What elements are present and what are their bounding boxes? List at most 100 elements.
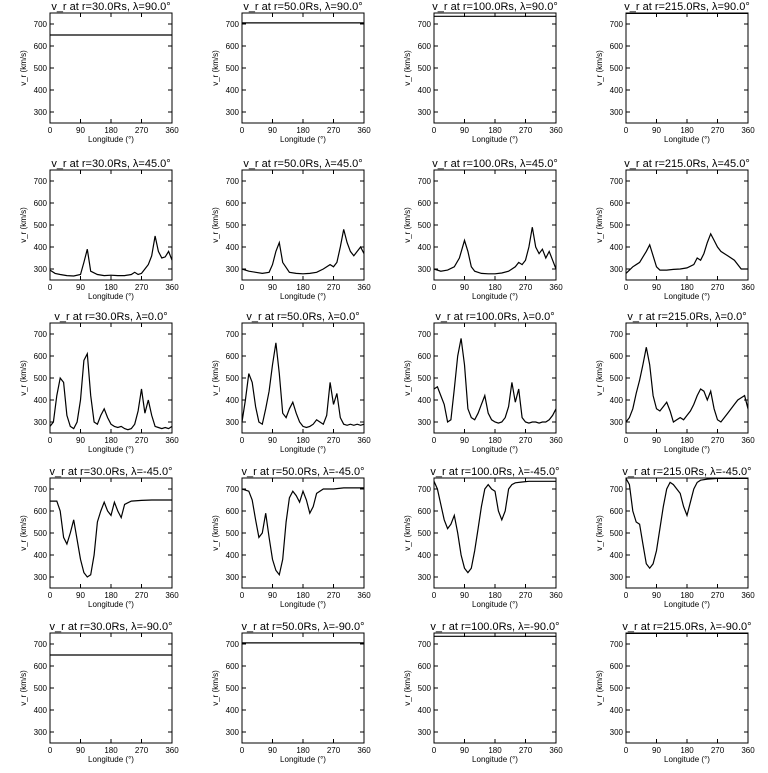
x-tick-label: 270	[711, 126, 725, 135]
y-axis-label: v_r (km/s)	[403, 360, 412, 396]
x-tick-label: 270	[711, 746, 725, 755]
x-axis-label: Longitude (°)	[88, 292, 134, 301]
x-tick-label: 360	[741, 436, 755, 445]
y-tick-label: 400	[610, 86, 624, 95]
y-tick-label: 500	[610, 64, 624, 73]
x-tick-label: 0	[48, 746, 53, 755]
y-tick-label: 300	[34, 108, 48, 117]
panel-title: v_r at r=30.0Rs, λ=-90.0°	[49, 621, 172, 633]
y-tick-label: 500	[610, 374, 624, 383]
panel-13: v_r at r=30.0Rs, λ=-45.0° 0 90 180 270 360 300…	[19, 466, 179, 609]
panel-title: v_r at r=30.0Rs, λ=0.0°	[54, 311, 167, 323]
plot-frame	[241, 477, 365, 589]
plot-frame	[433, 12, 557, 124]
x-tick-label: 360	[357, 283, 371, 292]
x-axis-label: Longitude (°)	[280, 600, 326, 609]
x-tick-label: 270	[327, 746, 341, 755]
series-line	[625, 477, 748, 570]
x-tick-label: 90	[268, 126, 277, 135]
x-tick-label: 90	[460, 591, 469, 600]
x-tick-label: 90	[652, 283, 661, 292]
x-axis-label: Longitude (°)	[472, 755, 518, 764]
x-tick-label: 270	[135, 126, 149, 135]
x-tick-label: 0	[624, 283, 629, 292]
y-tick-label: 300	[226, 265, 240, 274]
x-tick-label: 0	[240, 126, 245, 135]
panel-title: v_r at r=50.0Rs, λ=90.0°	[243, 1, 362, 13]
y-tick-label: 500	[226, 684, 240, 693]
panel-7: v_r at r=100.0Rs, λ=45.0° 0 90 180 270 360 300…	[403, 158, 563, 301]
y-tick-label: 500	[226, 64, 240, 73]
x-tick-label: 0	[432, 436, 437, 445]
y-tick-label: 700	[34, 485, 48, 494]
y-tick-label: 300	[34, 573, 48, 582]
x-tick-label: 270	[519, 283, 533, 292]
panel-11: v_r at r=100.0Rs, λ=0.0° 0 90 180 270 360 300 4…	[403, 311, 563, 454]
plot-frame	[625, 632, 749, 744]
y-tick-label: 300	[418, 573, 432, 582]
y-tick-label: 300	[34, 728, 48, 737]
y-tick-label: 600	[610, 42, 624, 51]
y-tick-label: 400	[34, 706, 48, 715]
x-tick-label: 0	[432, 746, 437, 755]
plot-frame	[49, 477, 173, 589]
y-axis-label: v_r (km/s)	[403, 207, 412, 243]
x-tick-label: 360	[357, 591, 371, 600]
panel-3: v_r at r=100.0Rs, λ=90.0° 0 90 180 270 360 300…	[403, 1, 563, 144]
y-tick-label: 600	[34, 352, 48, 361]
panel-2: v_r at r=50.0Rs, λ=90.0° 0 90 180 270 360 300 4…	[211, 1, 371, 144]
y-tick-label: 300	[226, 108, 240, 117]
x-tick-label: 180	[680, 591, 694, 600]
x-tick-label: 360	[549, 591, 563, 600]
y-tick-label: 300	[418, 265, 432, 274]
x-tick-label: 90	[268, 283, 277, 292]
plot-frame	[241, 12, 365, 124]
y-tick-label: 500	[418, 684, 432, 693]
panel-15: v_r at r=100.0Rs, λ=-45.0° 0 90 180 270 360 30…	[403, 466, 563, 609]
x-axis-label: Longitude (°)	[280, 445, 326, 454]
x-tick-label: 0	[48, 436, 53, 445]
plot-frame	[49, 169, 173, 281]
y-axis-label: v_r (km/s)	[19, 360, 28, 396]
x-tick-label: 180	[488, 591, 502, 600]
y-tick-label: 300	[610, 265, 624, 274]
x-tick-label: 90	[268, 591, 277, 600]
x-axis-label: Longitude (°)	[664, 445, 710, 454]
x-tick-label: 180	[488, 436, 502, 445]
x-tick-label: 180	[296, 436, 310, 445]
plot-frame	[49, 12, 173, 124]
x-tick-label: 0	[432, 591, 437, 600]
y-tick-label: 500	[610, 221, 624, 230]
x-axis-label: Longitude (°)	[88, 755, 134, 764]
y-tick-label: 600	[34, 507, 48, 516]
panel-title: v_r at r=100.0Rs, λ=-90.0°	[430, 621, 559, 633]
x-axis-label: Longitude (°)	[472, 292, 518, 301]
x-tick-label: 270	[327, 126, 341, 135]
y-tick-label: 400	[226, 243, 240, 252]
y-axis-label: v_r (km/s)	[595, 360, 604, 396]
panel-title: v_r at r=215.0Rs, λ=90.0°	[624, 1, 749, 13]
series-line	[241, 487, 364, 577]
x-tick-label: 0	[240, 746, 245, 755]
y-tick-label: 600	[610, 199, 624, 208]
panel-1: v_r at r=30.0Rs, λ=90.0° 0 90 180 270 360 300 4…	[19, 1, 179, 144]
x-axis-label: Longitude (°)	[472, 600, 518, 609]
y-tick-label: 500	[610, 684, 624, 693]
x-tick-label: 180	[104, 436, 118, 445]
y-tick-label: 300	[610, 108, 624, 117]
panel-18: v_r at r=50.0Rs, λ=-90.0° 0 90 180 270 360 300…	[211, 621, 371, 764]
y-tick-label: 700	[226, 485, 240, 494]
y-tick-label: 700	[418, 485, 432, 494]
panel-9: v_r at r=30.0Rs, λ=0.0° 0 90 180 270 360 300 40…	[19, 311, 179, 454]
x-tick-label: 270	[135, 591, 149, 600]
x-tick-label: 360	[741, 746, 755, 755]
x-tick-label: 0	[624, 126, 629, 135]
x-tick-label: 0	[432, 126, 437, 135]
y-axis-label: v_r (km/s)	[403, 515, 412, 551]
y-tick-label: 700	[226, 330, 240, 339]
panel-title: v_r at r=215.0Rs, λ=45.0°	[624, 158, 749, 170]
y-tick-label: 400	[34, 243, 48, 252]
x-tick-label: 360	[549, 126, 563, 135]
